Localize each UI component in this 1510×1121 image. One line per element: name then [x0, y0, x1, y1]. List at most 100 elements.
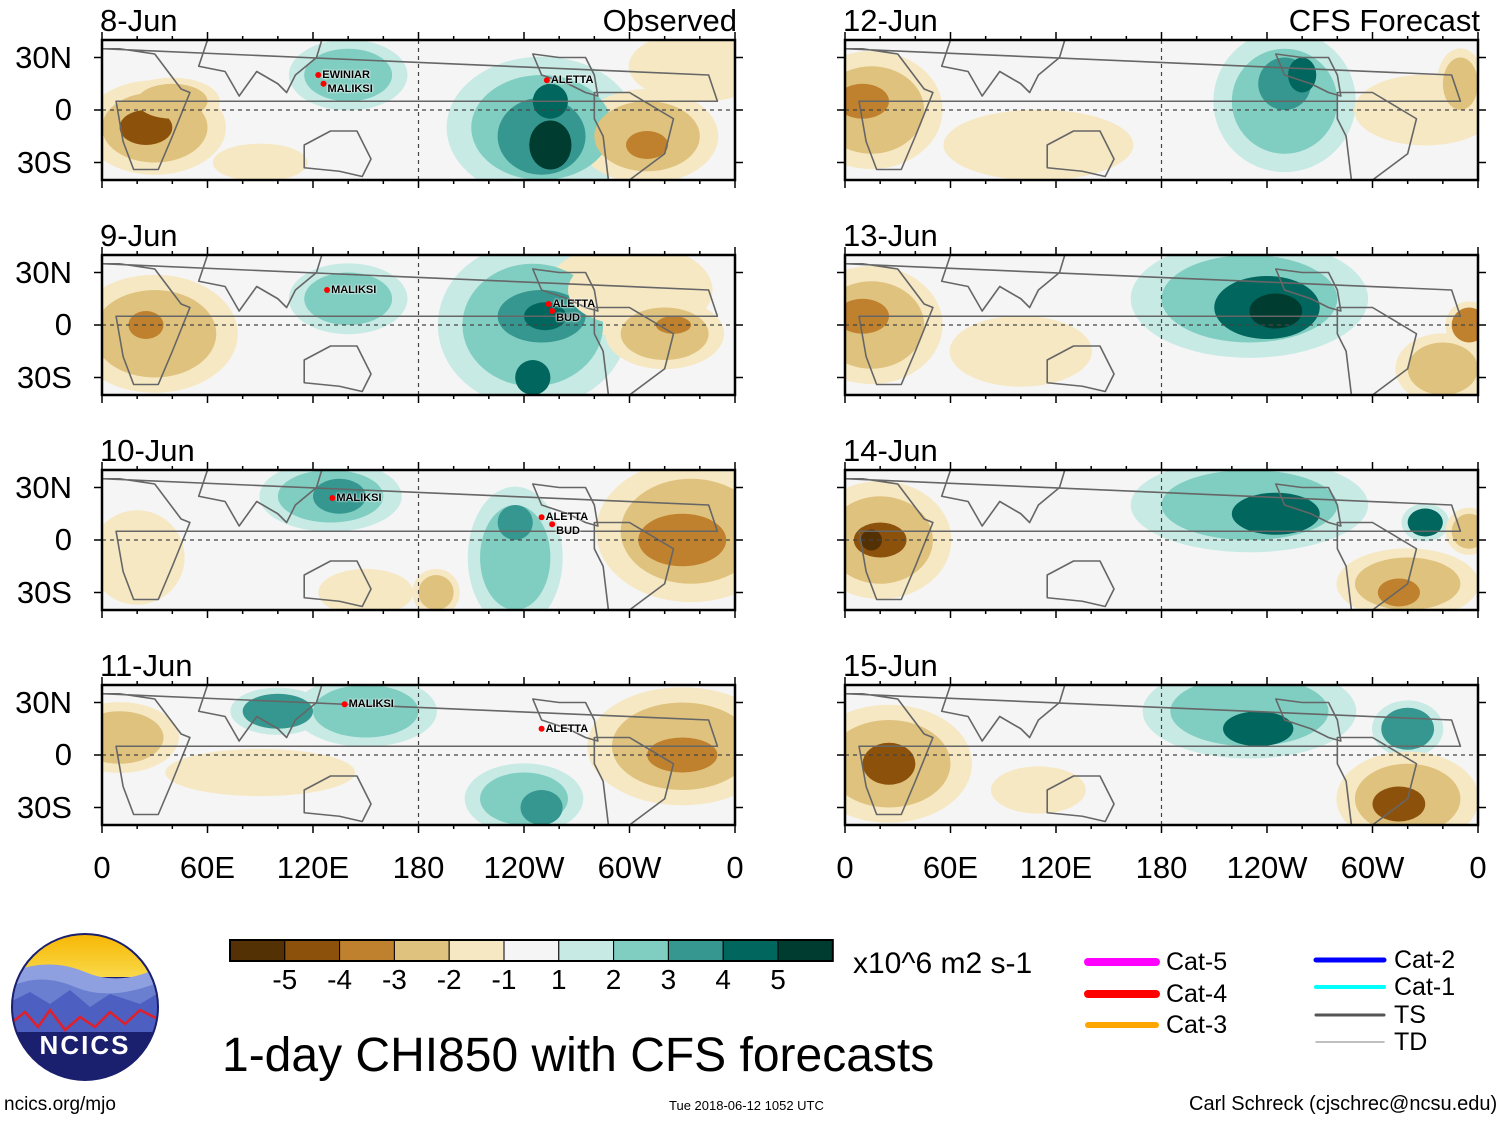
anomaly-contour [529, 120, 572, 170]
coastline [1046, 345, 1115, 393]
panel-date-label: 14-Jun [843, 433, 938, 468]
coastline [197, 470, 323, 527]
anomaly-contour [1377, 578, 1420, 607]
coastline [303, 775, 372, 823]
map-panel-9-Jun [102, 255, 735, 395]
colorbar-tick-label: -4 [327, 964, 353, 995]
coastline [940, 40, 1066, 97]
coastline [845, 47, 1462, 171]
lat-tick-label: 0 [54, 307, 72, 342]
coastline [1336, 521, 1418, 610]
panel-date-label: 11-Jun [100, 648, 193, 683]
coastline [197, 685, 323, 742]
coastline [593, 736, 675, 825]
coastline [197, 255, 323, 312]
anomaly-contour [119, 110, 173, 145]
colorbar-swatch [722, 939, 779, 962]
column-header: CFS Forecast [1288, 3, 1480, 38]
coastline [593, 306, 675, 395]
lon-tick-label: 120E [276, 850, 350, 885]
lat-tick-label: 30S [16, 789, 72, 825]
anomaly-contour [1407, 342, 1478, 395]
coastline [593, 521, 675, 610]
coastline [940, 255, 1066, 312]
footer-timestamp: Tue 2018-06-12 1052 UTC [669, 1098, 824, 1113]
lat-tick-label: 30S [16, 359, 72, 395]
coastline [1274, 268, 1342, 312]
column-header: Observed [602, 3, 737, 38]
legend-label: TD [1394, 1028, 1428, 1056]
anomaly-contour [620, 307, 709, 360]
map-panel-12-Jun [845, 40, 1478, 180]
storm-marker [329, 495, 336, 501]
legend-label: Cat-5 [1166, 948, 1228, 976]
anomaly-contour [515, 360, 551, 395]
colorbar-swatch [448, 939, 505, 962]
storm-marker [549, 308, 556, 314]
coastline [102, 692, 719, 816]
storm-label: MALIKSI [336, 492, 382, 504]
lon-tick-label: 0 [93, 850, 111, 885]
panel-date-label: 8-Jun [100, 3, 178, 38]
anomaly-contour [1381, 707, 1435, 750]
storm-marker [320, 80, 327, 87]
colorbar-swatch [284, 939, 341, 962]
coastline [845, 477, 1462, 601]
colorbar-units: x10^6 m2 s-1 [853, 947, 1033, 980]
footer-url[interactable]: ncics.org/mjo [4, 1094, 116, 1115]
storm-label: MALIKSI [331, 284, 377, 296]
coastline [531, 483, 599, 527]
anomaly-contour [647, 40, 735, 93]
lat-tick-label: 30N [15, 469, 72, 505]
colorbar-tick-label: 4 [715, 964, 731, 995]
anomaly-contour [304, 272, 393, 325]
colorbar-swatch [667, 939, 724, 962]
colorbar-tick-label: 5 [770, 964, 786, 995]
map-panel-10-Jun [102, 470, 735, 610]
storm-marker [545, 301, 552, 307]
colorbar-tick-label: -1 [491, 964, 517, 995]
colorbar-swatch [393, 939, 450, 962]
coastline [1046, 775, 1115, 823]
lon-tick-label: 180 [392, 850, 445, 885]
colorbar-swatch [613, 939, 669, 962]
coastline [1336, 306, 1418, 395]
legend-label: TS [1394, 1001, 1426, 1029]
anomaly-contour [638, 513, 727, 567]
colorbar-tick-label: 1 [551, 964, 567, 995]
anomaly-contour [1249, 293, 1303, 329]
coastline [197, 40, 323, 97]
anomaly-contour [189, 755, 331, 790]
panel-date-label: 12-Jun [843, 3, 938, 38]
coastline [102, 262, 719, 386]
map-panel-11-Jun [102, 685, 735, 825]
storm-label: ALETTA [545, 511, 589, 524]
lat-tick-label: 0 [54, 92, 72, 127]
anomaly-contour [625, 131, 669, 159]
legend-label: Cat-1 [1394, 973, 1456, 1001]
storm-label: ALETTA [552, 298, 596, 310]
storm-marker [549, 521, 556, 528]
colorbar-tick-label: -3 [381, 964, 407, 995]
lat-tick-label: 30N [15, 684, 72, 720]
anomaly-contour [497, 505, 533, 540]
anomaly-contour [1372, 786, 1426, 822]
lon-tick-label: 180 [1135, 850, 1188, 885]
colorbar-tick-label: 3 [660, 964, 677, 995]
anomaly-contour [102, 522, 173, 593]
coastline [940, 470, 1066, 527]
storm-label: MALIKSI [327, 83, 373, 95]
coastline [531, 698, 599, 742]
lat-tick-label: 30N [15, 254, 72, 290]
lat-tick-label: 30N [15, 39, 72, 75]
anomaly-contour [520, 790, 563, 825]
lon-tick-label: 60W [597, 850, 662, 885]
anomaly-contour [862, 742, 916, 785]
lat-tick-label: 0 [54, 737, 72, 772]
coastline [1274, 483, 1342, 527]
anomaly-contour [968, 118, 1109, 172]
anomaly-contour [968, 325, 1074, 378]
coastline [593, 91, 675, 180]
storm-marker [543, 77, 550, 84]
